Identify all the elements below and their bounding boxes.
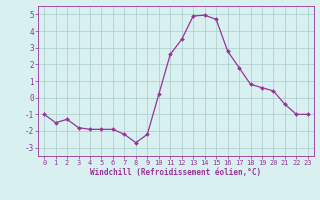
X-axis label: Windchill (Refroidissement éolien,°C): Windchill (Refroidissement éolien,°C) (91, 168, 261, 177)
